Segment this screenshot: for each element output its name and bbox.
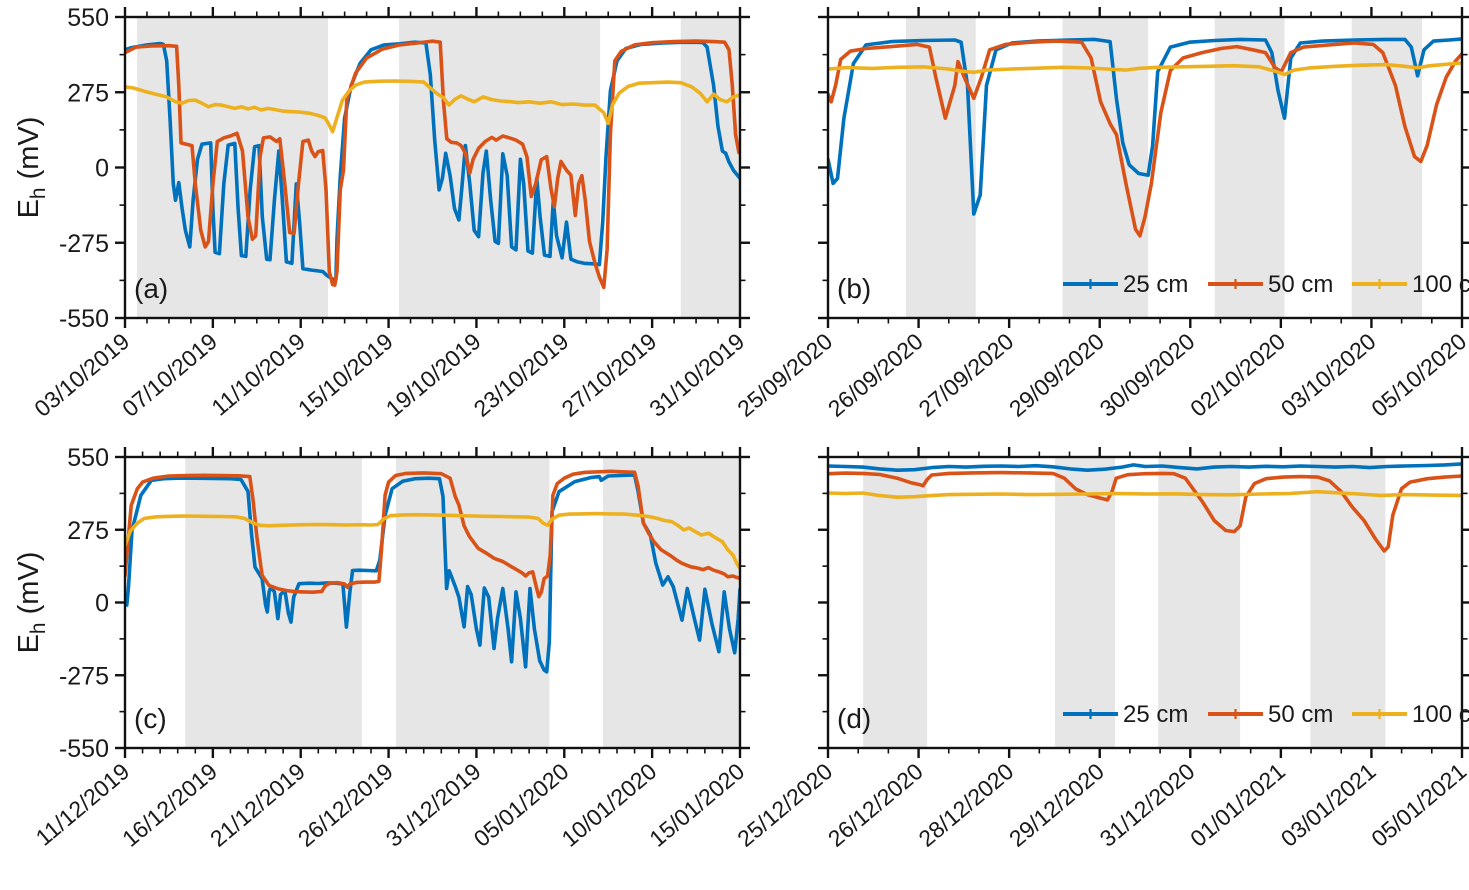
legend-label: 100 cm xyxy=(1412,701,1469,728)
series-line-50cm xyxy=(827,39,1463,238)
flooded-period-band xyxy=(185,457,362,748)
legend-label: 25 cm xyxy=(1123,701,1188,728)
y-tick-label: 550 xyxy=(67,444,109,472)
flooded-period-band xyxy=(1158,457,1241,748)
axes-box xyxy=(123,455,742,750)
legend-item: 25 cm xyxy=(1063,701,1188,728)
series-line-25cm xyxy=(827,462,1463,473)
legend: 25 cm 50 cm 100 cm xyxy=(1063,701,1469,728)
series-group xyxy=(827,462,1463,553)
legend-item: 100 cm xyxy=(1352,271,1469,298)
flooded-period-band xyxy=(137,17,328,318)
panel-label: (a) xyxy=(134,273,168,304)
panel-label: (b) xyxy=(837,273,871,304)
series-line-100cm xyxy=(827,489,1463,500)
y-tick-label: 275 xyxy=(67,79,109,107)
legend-label: 50 cm xyxy=(1268,701,1333,728)
legend-label: 25 cm xyxy=(1123,271,1188,298)
flooded-period-band xyxy=(602,457,740,748)
series-line-100cm xyxy=(827,61,1463,77)
y-tick-label: 0 xyxy=(95,155,109,183)
panel-label: (c) xyxy=(134,703,167,734)
series-line-100cm xyxy=(124,511,741,571)
series-group xyxy=(827,37,1463,238)
legend-item: 100 cm xyxy=(1352,701,1469,728)
y-tick-label: -275 xyxy=(59,662,109,690)
flooded-period-band xyxy=(1310,457,1386,748)
legend-item: 50 cm xyxy=(1208,701,1333,728)
series-line-50cm xyxy=(827,470,1463,553)
series-line-25cm xyxy=(827,37,1463,216)
y-axis-title-row2: Eh (mV) xyxy=(13,552,50,654)
y-tick-label: 275 xyxy=(67,517,109,545)
y-tick-label: 0 xyxy=(95,590,109,618)
y-axis-title-row1: Eh (mV) xyxy=(13,117,50,219)
legend-label: 50 cm xyxy=(1268,271,1333,298)
y-tick-label: -550 xyxy=(59,305,109,333)
flooded-period-band xyxy=(1055,457,1116,748)
y-tick-label: 550 xyxy=(67,4,109,32)
series-line-50cm xyxy=(124,469,741,599)
legend: 25 cm 50 cm 100 cm xyxy=(1063,271,1469,298)
legend-item: 25 cm xyxy=(1063,271,1188,298)
axes-box xyxy=(826,15,1464,320)
tick-marks xyxy=(818,7,1469,328)
legend-label: 100 cm xyxy=(1412,271,1469,298)
y-tick-label: -550 xyxy=(59,735,109,763)
y-tick-label: -275 xyxy=(59,230,109,258)
series-line-25cm xyxy=(124,40,741,282)
axes-box xyxy=(826,455,1464,750)
panel-label: (d) xyxy=(837,703,871,734)
axes-box xyxy=(123,15,742,320)
series-group xyxy=(124,469,741,674)
series-group xyxy=(124,39,741,290)
series-line-50cm xyxy=(124,39,741,290)
legend-item: 50 cm xyxy=(1208,271,1333,298)
series-line-100cm xyxy=(124,79,741,134)
flooded-period-band xyxy=(863,457,928,748)
